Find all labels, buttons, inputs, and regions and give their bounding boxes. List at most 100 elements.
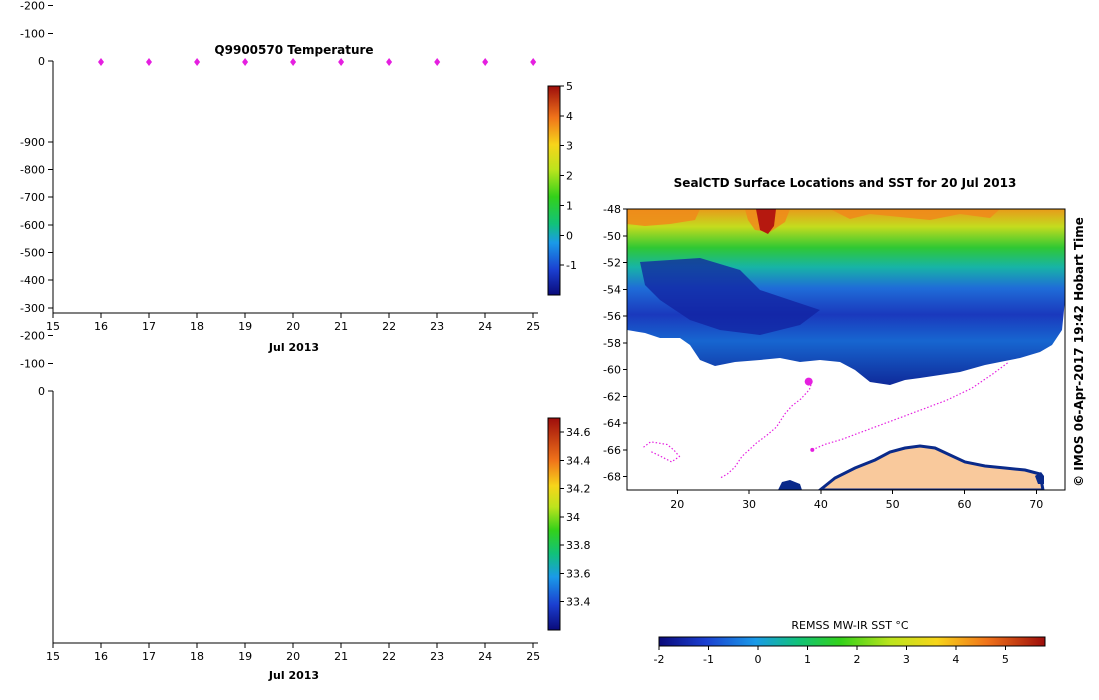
x-tick-label: 22 (382, 650, 396, 663)
temperature-panel: Q9900570 Temperature 0 -100 -200 -300 -400 -5… (20, 0, 577, 354)
surface-marker (530, 58, 537, 66)
x-tick-label: 20 (286, 320, 300, 333)
x-tick-label: 18 (190, 650, 204, 663)
salinity-y-ticks: 0 -100 -200 -300 -400 -500 -600 -700 -800 -900 (20, 136, 53, 398)
colorbar-tick-label: 34.6 (566, 426, 591, 439)
salinity-x-label: Jul 2013 (268, 669, 319, 682)
x-tick-label: 16 (94, 320, 108, 333)
y-tick-label: -700 (20, 191, 45, 204)
x-tick-label: 23 (430, 650, 444, 663)
surface-marker (194, 58, 201, 66)
colorbar-tick-label: 34.2 (566, 483, 591, 496)
sst-ocean-field (627, 209, 1065, 385)
colorbar-tick-label: 0 (566, 229, 573, 242)
sst-map-panel: SealCTD Surface Locations and SST for 20… (603, 176, 1086, 666)
x-tick-label: 18 (190, 320, 204, 333)
y-tick-label: -500 (20, 247, 45, 260)
seal-track-line (720, 381, 813, 479)
colorbar-tick-label: 5 (566, 80, 573, 93)
seal-tracks (643, 362, 1008, 479)
map-x-tick-label: 60 (957, 498, 971, 511)
seal-location-marker (804, 377, 813, 386)
x-tick-label: 15 (46, 320, 60, 333)
sst-colorbar-tick-label: -1 (703, 653, 714, 666)
surface-marker (98, 58, 104, 66)
surface-marker (242, 58, 249, 66)
sst-colorbar (658, 636, 1046, 647)
seal-track-line (643, 441, 681, 463)
salinity-x-ticks: 15 16 17 18 19 20 21 22 23 24 25 (46, 643, 540, 663)
y-tick-label: 0 (38, 55, 45, 68)
y-tick-label: -200 (20, 330, 45, 343)
x-tick-label: 25 (526, 320, 540, 333)
sst-colorbar-tick-label: 2 (853, 653, 860, 666)
colorbar-tick-label: 4 (566, 110, 573, 123)
map-y-tick-label: -58 (603, 337, 621, 350)
x-tick-label: 16 (94, 650, 108, 663)
sst-colorbar-tick-label: 0 (754, 653, 761, 666)
sst-colorbar-tick-label: 3 (903, 653, 910, 666)
x-tick-label: 24 (478, 320, 492, 333)
temperature-x-label: Jul 2013 (268, 341, 319, 354)
x-tick-label: 19 (238, 650, 252, 663)
x-tick-label: 21 (334, 650, 348, 663)
y-tick-label: -400 (20, 274, 45, 287)
y-tick-label: -300 (20, 302, 45, 315)
x-tick-label: 20 (286, 650, 300, 663)
sst-colorbar-tick-label: -2 (654, 653, 665, 666)
x-tick-label: 17 (142, 650, 156, 663)
x-tick-label: 19 (238, 320, 252, 333)
map-y-tick-label: -48 (603, 203, 621, 216)
colorbar-tick-label: 34.4 (566, 454, 591, 467)
map-x-tick-label: 30 (742, 498, 756, 511)
map-y-tick-label: -62 (603, 390, 621, 403)
sst-map-x-ticks: 20 30 40 50 60 70 (670, 490, 1043, 511)
map-x-tick-label: 20 (670, 498, 684, 511)
sst-hot-spot (756, 209, 776, 234)
salinity-colorbar-ticks: 34.6 34.4 34.2 34 33.8 33.6 33.4 (560, 426, 591, 609)
x-tick-label: 22 (382, 320, 396, 333)
sst-field (627, 209, 1065, 490)
colorbar-tick-label: 1 (566, 199, 573, 212)
y-tick-label: 0 (38, 385, 45, 398)
surface-marker (146, 58, 152, 66)
colorbar-tick-label: 33.6 (566, 567, 591, 580)
antarctic-land (817, 444, 1045, 490)
sst-colorbar-tick-label: 1 (804, 653, 811, 666)
colorbar-tick-label: 34 (566, 511, 580, 524)
sst-colorbar-tick-label: 5 (1002, 653, 1009, 666)
colorbar-tick-label: 33.4 (566, 596, 591, 609)
sst-map-title: SealCTD Surface Locations and SST for 20… (674, 176, 1017, 190)
sst-warm-patches (627, 209, 1000, 232)
map-y-tick-label: -54 (603, 283, 621, 296)
surface-marker (434, 58, 441, 66)
sst-colorbar-tick-label: 4 (952, 653, 959, 666)
colorbar-tick-label: -1 (566, 259, 577, 272)
salinity-colorbar (547, 417, 561, 631)
temperature-colorbar-ticks: 5 4 3 2 1 0 -1 (560, 80, 577, 272)
map-y-tick-label: -52 (603, 257, 621, 270)
colorbar-tick-label: 33.8 (566, 539, 591, 552)
colorbar-tick-label: 2 (566, 170, 573, 183)
salinity-panel: 0 -100 -200 -300 -400 -500 -600 -700 -800 -900 15… (20, 136, 590, 682)
x-tick-label: 17 (142, 320, 156, 333)
surface-marker (290, 58, 297, 66)
surface-marker (338, 58, 345, 66)
x-tick-label: 15 (46, 650, 60, 663)
temperature-x-ticks: 15 16 17 18 19 20 21 22 23 24 25 (46, 313, 540, 333)
y-tick-label: -100 (20, 357, 45, 370)
x-tick-label: 24 (478, 650, 492, 663)
map-x-tick-label: 70 (1029, 498, 1043, 511)
map-x-tick-label: 50 (886, 498, 900, 511)
map-y-tick-label: -64 (603, 417, 621, 430)
sst-map-frame (626, 208, 1066, 491)
map-y-tick-label: -50 (603, 230, 621, 243)
y-tick-label: -600 (20, 219, 45, 232)
map-y-tick-label: -56 (603, 310, 621, 323)
surface-marker (386, 58, 393, 66)
temperature-title: Q9900570 Temperature (214, 43, 373, 57)
map-y-tick-label: -60 (603, 364, 621, 377)
y-tick-label: -900 (20, 136, 45, 149)
temperature-y-ticks: 0-100-200-300-400-500-600-700-800-900 (20, 0, 53, 68)
